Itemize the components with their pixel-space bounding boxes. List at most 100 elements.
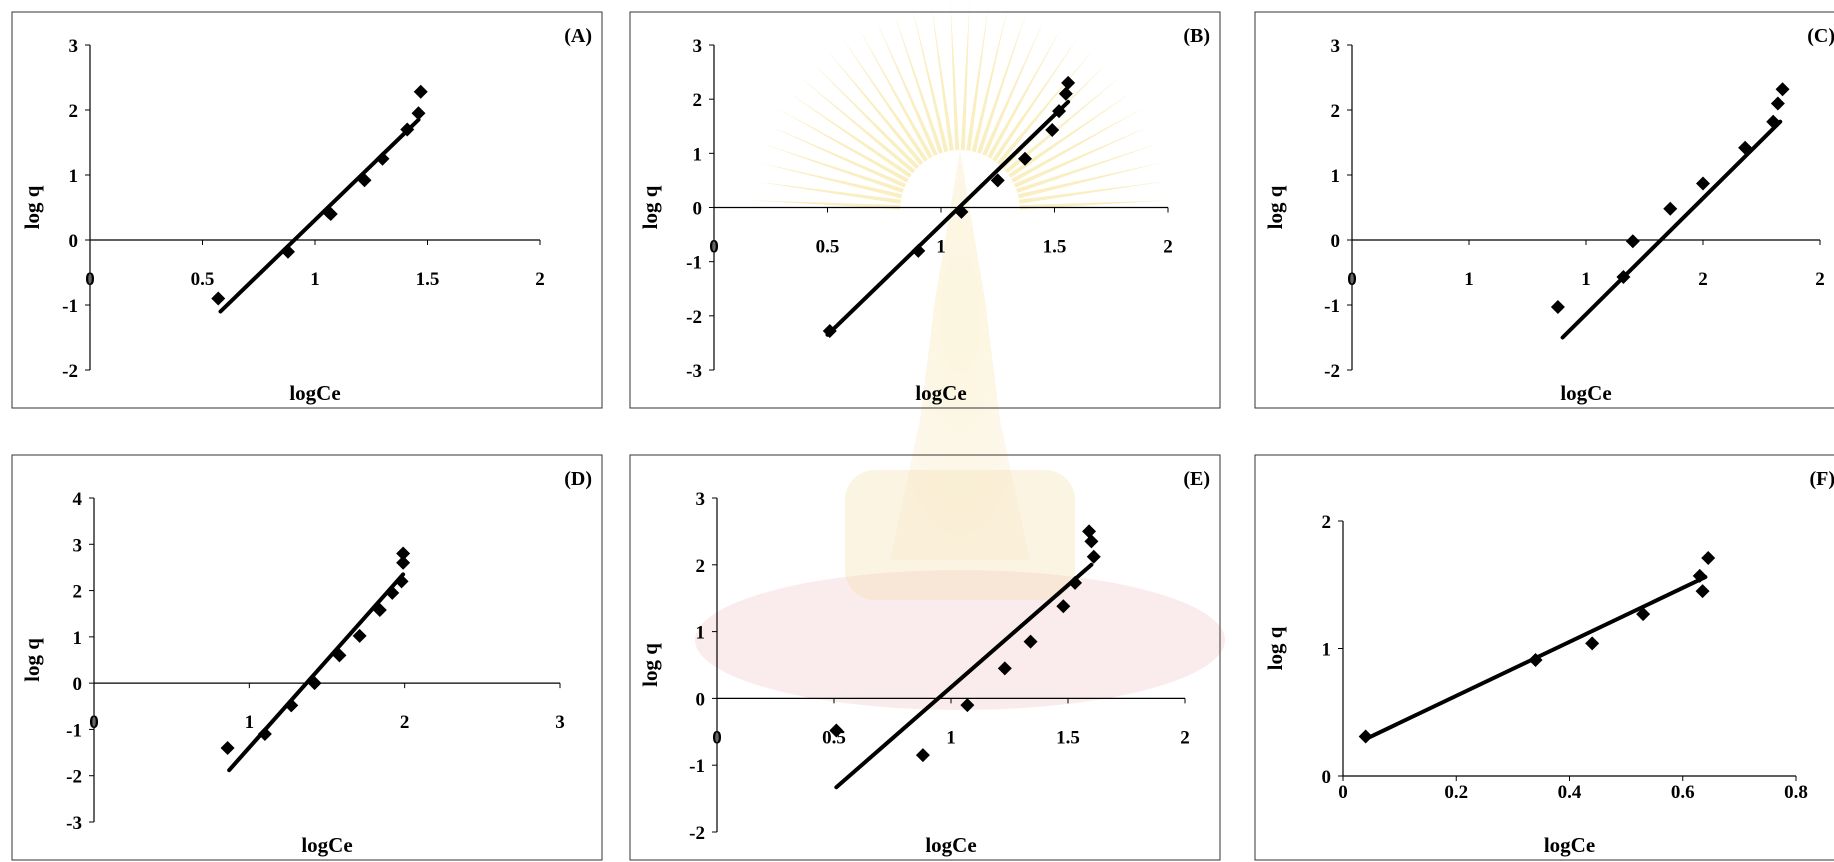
chart-frame [629, 11, 1221, 409]
data-point [357, 173, 372, 188]
x-tick-label: 0.2 [1444, 782, 1468, 803]
data-point [307, 676, 322, 691]
chart-frame [11, 454, 603, 861]
y-tick-label: 3 [696, 489, 706, 510]
x-tick-label: 2 [400, 712, 410, 733]
data-point [911, 243, 926, 258]
data-point [1045, 123, 1060, 138]
data-point [1023, 634, 1038, 649]
x-axis-label: logCe [1560, 381, 1611, 405]
x-axis-label: logCe [925, 833, 976, 857]
data-point [1061, 75, 1076, 90]
data-point [1528, 652, 1543, 667]
x-tick-label: 3 [555, 712, 565, 733]
y-tick-label: -2 [689, 823, 705, 844]
data-point [1550, 299, 1565, 314]
panel-label: (D) [564, 468, 592, 490]
data-point [829, 723, 844, 738]
x-tick-label: 1.5 [1056, 727, 1080, 748]
data-point [372, 603, 387, 618]
x-tick-label: 1 [936, 237, 946, 258]
trend-line [1560, 119, 1783, 340]
y-tick-label: 0 [696, 689, 706, 710]
panel-label: (E) [1183, 468, 1210, 490]
data-point [1663, 201, 1678, 216]
data-point [281, 244, 295, 259]
panel-label: (B) [1183, 25, 1210, 47]
data-point [375, 151, 390, 166]
y-tick-label: 1 [696, 623, 706, 644]
data-point [220, 740, 235, 755]
data-point [990, 173, 1005, 188]
y-tick-label: 0 [1331, 231, 1341, 252]
y-tick-label: 1 [1331, 166, 1341, 187]
data-point [1068, 575, 1083, 590]
x-tick-label: 0 [1338, 782, 1348, 803]
y-axis-label: log q [638, 643, 662, 687]
data-point [1082, 524, 1097, 539]
x-tick-label: 1 [245, 712, 255, 733]
x-tick-label: 0 [89, 712, 99, 733]
data-point [284, 698, 299, 713]
data-point [257, 727, 272, 742]
x-tick-label: 2 [1180, 727, 1190, 748]
y-tick-label: 1 [693, 144, 703, 165]
data-point [1636, 607, 1651, 622]
x-tick-label: 2 [535, 269, 545, 290]
data-point [1052, 104, 1067, 119]
y-tick-label: 4 [73, 489, 83, 510]
y-tick-label: -3 [686, 361, 702, 382]
y-tick-label: 0 [69, 231, 79, 252]
y-tick-label: 2 [696, 556, 706, 577]
y-tick-label: -1 [66, 720, 82, 741]
x-tick-label: 1 [946, 727, 956, 748]
data-point [332, 648, 347, 663]
data-point [413, 84, 428, 99]
chart-frame [1254, 454, 1834, 861]
x-tick-label: 1.5 [1043, 237, 1067, 258]
x-tick-label: 0.5 [816, 237, 840, 258]
y-tick-label: 0 [73, 674, 83, 695]
data-point [411, 106, 426, 121]
x-tick-label: 0 [1347, 269, 1357, 290]
chart-panel-c: -2 -1 0 1 2 3 0 1 1 2 2 logCe log q (C) [1254, 11, 1834, 409]
panel-label: (F) [1809, 468, 1834, 490]
y-tick-label: 3 [1331, 36, 1341, 57]
x-tick-label: 1 [1464, 269, 1474, 290]
data-point [954, 204, 969, 219]
x-tick-label: 0 [709, 237, 719, 258]
y-tick-label: -2 [1324, 361, 1340, 382]
x-axis-label: logCe [301, 833, 352, 857]
data-point [960, 698, 975, 713]
data-point [1625, 234, 1640, 249]
data-point [394, 574, 409, 589]
y-tick-label: -3 [66, 813, 82, 834]
y-tick-label: 2 [1322, 512, 1332, 533]
data-point [1058, 86, 1073, 101]
y-axis-label: log q [20, 185, 44, 229]
x-tick-label: 1 [1581, 269, 1591, 290]
y-tick-label: -1 [62, 296, 78, 317]
y-tick-label: 2 [1331, 101, 1341, 122]
data-point [997, 661, 1012, 676]
y-tick-label: 2 [69, 101, 79, 122]
x-tick-label: 2 [1698, 269, 1708, 290]
x-tick-label: 2 [1815, 269, 1825, 290]
data-point [1616, 270, 1631, 285]
data-point [323, 207, 338, 221]
data-point [1056, 599, 1071, 614]
data-point [1766, 114, 1781, 129]
data-point [1084, 534, 1099, 549]
data-point [1696, 176, 1710, 191]
y-tick-label: 1 [1322, 640, 1332, 661]
y-axis-label: log q [20, 638, 44, 682]
y-tick-label: 2 [73, 582, 83, 603]
y-axis-label: log q [1263, 185, 1287, 229]
data-point [352, 628, 367, 643]
x-tick-label: 0.5 [191, 269, 215, 290]
y-tick-label: 3 [73, 535, 83, 556]
data-point [396, 555, 411, 570]
y-tick-label: 2 [693, 90, 703, 111]
x-axis-label: logCe [915, 381, 966, 405]
